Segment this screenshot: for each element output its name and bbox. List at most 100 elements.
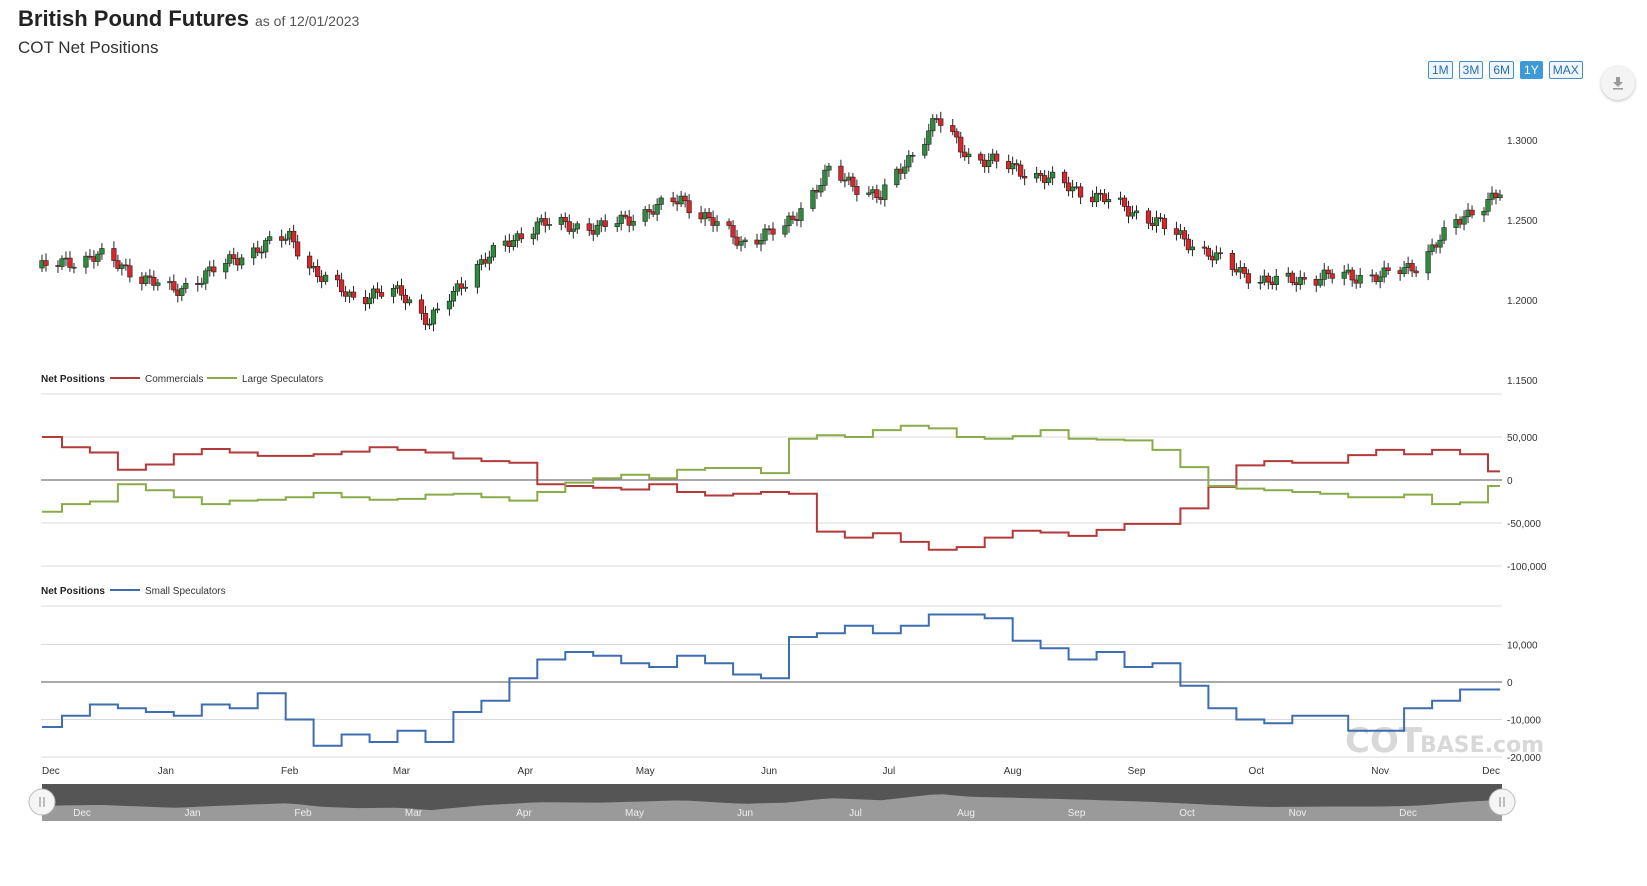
candle: [810, 187, 816, 212]
candle: [1101, 189, 1108, 205]
x-axis-tick: Nov: [1371, 766, 1389, 777]
candle: [151, 270, 157, 291]
candle: [307, 251, 313, 276]
price-y-tick: 1.3000: [1507, 136, 1538, 147]
candle: [1321, 263, 1327, 287]
series-line-commercials: [42, 436, 1500, 551]
legend-item-commercials[interactable]: Commercials: [110, 374, 203, 385]
range-button-max[interactable]: MAX: [1548, 61, 1583, 79]
candle: [542, 211, 548, 233]
candle: [798, 202, 804, 228]
candle: [762, 223, 768, 245]
candle: [115, 254, 121, 272]
candle: [682, 192, 688, 208]
range-button-1m[interactable]: 1M: [1428, 61, 1453, 79]
candle: [338, 272, 345, 297]
candle: [714, 215, 720, 232]
candle: [658, 195, 664, 211]
candle: [1325, 265, 1331, 279]
candle: [874, 184, 880, 204]
candle: [1329, 269, 1335, 284]
candle: [430, 307, 437, 332]
candle: [1301, 272, 1307, 285]
x-axis-tick: Jan: [158, 766, 174, 777]
candle: [390, 284, 397, 304]
candle: [1145, 207, 1152, 230]
candle: [518, 227, 524, 243]
legend-title: Net Positions: [41, 586, 105, 597]
candle: [786, 212, 792, 233]
net-positions-y-tick: -100,000: [1507, 562, 1547, 573]
candle: [203, 267, 209, 290]
legend-item-small-speculators[interactable]: Small Speculators: [110, 586, 226, 597]
candle: [1297, 270, 1303, 290]
navigator[interactable]: Dec Jan Feb Mar Apr May Jun Jul Aug Sep Oct Nov Dec: [28, 784, 1516, 821]
navigator-month: Apr: [516, 808, 532, 819]
candle: [1022, 169, 1028, 186]
range-button-1y[interactable]: 1Y: [1520, 61, 1543, 79]
svg-text:BASE.com: BASE.com: [1420, 733, 1544, 758]
candle: [486, 250, 492, 271]
candle: [474, 260, 481, 294]
candle: [239, 254, 245, 270]
candle: [1437, 234, 1443, 254]
candle: [586, 217, 592, 237]
candle: [1205, 245, 1211, 261]
net-positions-y-tick: 0: [1507, 476, 1513, 487]
chart-title-main: British Pound Futures: [18, 6, 249, 31]
candle: [1377, 270, 1383, 289]
download-button[interactable]: [1601, 66, 1635, 100]
candle: [730, 220, 736, 245]
candle: [1461, 210, 1467, 231]
candle: [1018, 160, 1024, 180]
chart-title: British Pound Futures as of 12/01/2023: [18, 6, 359, 32]
candle: [1010, 156, 1016, 175]
candle: [894, 166, 900, 188]
candle: [1429, 238, 1435, 256]
candle: [1161, 214, 1168, 236]
candle: [350, 286, 357, 301]
candle: [1441, 220, 1447, 244]
navigator-month: Aug: [957, 808, 975, 819]
series-line-large-speculators: [42, 424, 1500, 513]
candle: [1245, 269, 1251, 289]
candle: [850, 173, 856, 192]
candle: [1189, 239, 1196, 257]
candle: [127, 258, 133, 283]
candle: [922, 137, 928, 159]
navigator-month: Mar: [405, 808, 423, 819]
navigator-month: May: [625, 808, 644, 819]
candle: [546, 217, 552, 230]
navigator-month: Feb: [294, 808, 312, 819]
candle: [1241, 263, 1247, 278]
download-icon: [1613, 77, 1623, 90]
range-button-6m[interactable]: 6M: [1489, 61, 1515, 79]
x-axis-tick: Mar: [393, 766, 411, 777]
candle: [670, 191, 676, 207]
candle: [199, 277, 205, 288]
candle: [119, 262, 125, 276]
x-axis-tick: Oct: [1249, 766, 1265, 777]
candle: [614, 216, 620, 232]
navigator-handle-right[interactable]: [1488, 788, 1516, 816]
candle: [1485, 192, 1491, 216]
navigator-month: Jun: [737, 808, 753, 819]
candle: [994, 150, 1000, 169]
x-axis: Dec Jan Feb Mar Apr May Jun Jul Aug Sep Oct Nov Dec: [42, 766, 1500, 777]
navigator-handle-left[interactable]: [28, 788, 56, 816]
navigator-area: [42, 794, 1502, 821]
candle: [854, 179, 860, 202]
candle: [1381, 260, 1387, 283]
candle: [910, 151, 916, 163]
candle: [279, 229, 285, 248]
legend-item-large-speculators[interactable]: Large Speculators: [207, 374, 323, 385]
candle: [622, 210, 628, 220]
candle: [1061, 169, 1068, 188]
candle: [1257, 275, 1263, 290]
range-button-3m[interactable]: 3M: [1458, 61, 1484, 79]
candle: [291, 224, 297, 249]
candle: [370, 285, 377, 304]
candle: [726, 218, 732, 230]
candle: [123, 258, 129, 271]
